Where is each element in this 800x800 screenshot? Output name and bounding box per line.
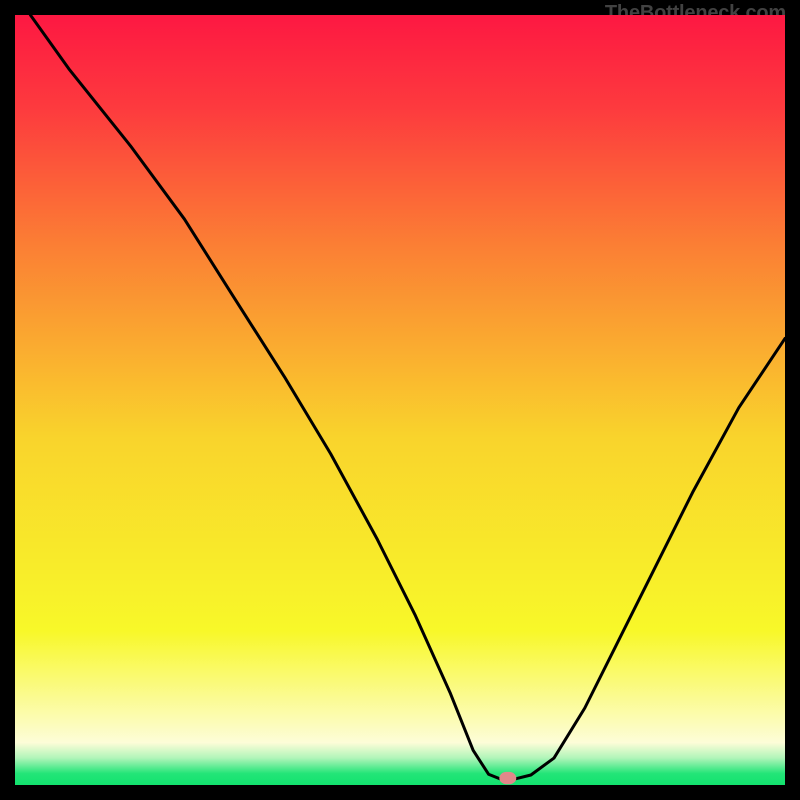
plot-area [15, 15, 785, 785]
minima-marker [499, 772, 516, 784]
chart-frame: TheBottleneck.com [0, 0, 800, 800]
gradient-background [15, 15, 785, 785]
chart-svg [15, 15, 785, 785]
